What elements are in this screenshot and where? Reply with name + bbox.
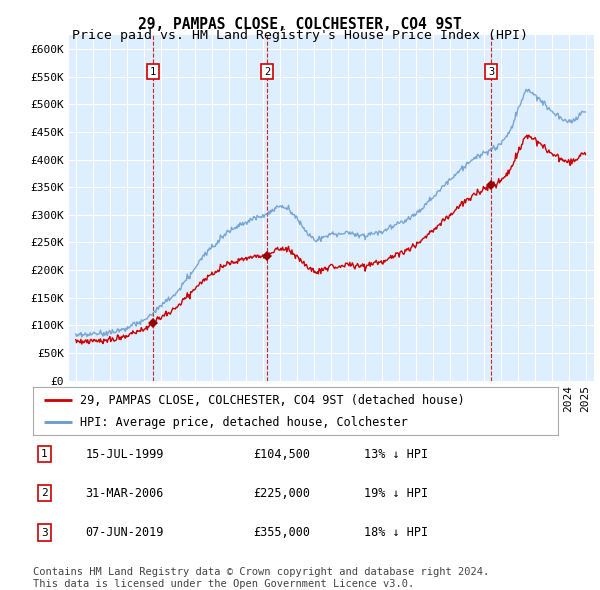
Text: 13% ↓ HPI: 13% ↓ HPI [364, 448, 428, 461]
Text: 18% ↓ HPI: 18% ↓ HPI [364, 526, 428, 539]
Text: 3: 3 [41, 527, 48, 537]
Text: 3: 3 [488, 67, 494, 77]
Text: Price paid vs. HM Land Registry's House Price Index (HPI): Price paid vs. HM Land Registry's House … [72, 30, 528, 42]
Text: 29, PAMPAS CLOSE, COLCHESTER, CO4 9ST (detached house): 29, PAMPAS CLOSE, COLCHESTER, CO4 9ST (d… [80, 394, 465, 407]
Text: 31-MAR-2006: 31-MAR-2006 [86, 487, 164, 500]
Text: £355,000: £355,000 [254, 526, 311, 539]
Text: Contains HM Land Registry data © Crown copyright and database right 2024.
This d: Contains HM Land Registry data © Crown c… [33, 567, 489, 589]
Text: £225,000: £225,000 [254, 487, 311, 500]
Text: 2: 2 [41, 489, 48, 499]
Text: £104,500: £104,500 [254, 448, 311, 461]
Text: HPI: Average price, detached house, Colchester: HPI: Average price, detached house, Colc… [80, 416, 408, 429]
Text: 19% ↓ HPI: 19% ↓ HPI [364, 487, 428, 500]
Text: 29, PAMPAS CLOSE, COLCHESTER, CO4 9ST: 29, PAMPAS CLOSE, COLCHESTER, CO4 9ST [138, 17, 462, 31]
Text: 2: 2 [264, 67, 270, 77]
Text: 1: 1 [41, 449, 48, 459]
Text: 1: 1 [150, 67, 156, 77]
Text: 07-JUN-2019: 07-JUN-2019 [86, 526, 164, 539]
Text: 15-JUL-1999: 15-JUL-1999 [86, 448, 164, 461]
